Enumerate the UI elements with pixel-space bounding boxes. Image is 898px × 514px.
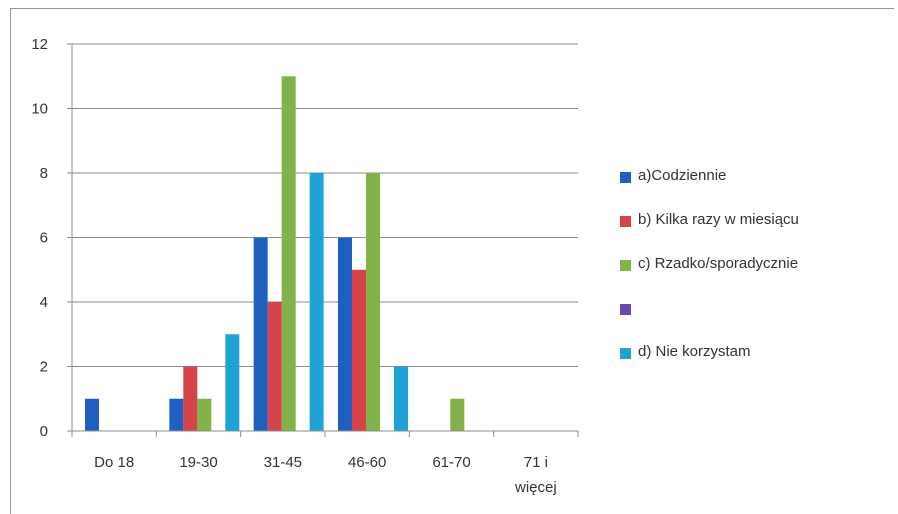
bar bbox=[281, 76, 296, 431]
bar bbox=[183, 366, 198, 431]
y-tick-label: 12 bbox=[31, 36, 48, 53]
x-tick-label: 46-60 bbox=[348, 454, 386, 471]
bar bbox=[197, 398, 212, 431]
legend-swatch bbox=[620, 260, 631, 271]
chart-frame bbox=[10, 8, 894, 514]
bar bbox=[253, 237, 268, 431]
x-tick-label: 61-70 bbox=[432, 454, 470, 471]
bar bbox=[450, 398, 465, 431]
bar bbox=[309, 173, 324, 431]
legend-label: c) Rzadko/sporadycznie bbox=[638, 255, 799, 272]
bars bbox=[85, 76, 465, 431]
bar bbox=[338, 237, 352, 431]
legend-label: a)Codziennie bbox=[638, 167, 727, 184]
y-tick-label: 0 bbox=[40, 423, 48, 440]
bar bbox=[394, 366, 408, 431]
bar bbox=[352, 269, 366, 431]
x-tick-label: 31-45 bbox=[264, 454, 302, 471]
y-tick-label: 4 bbox=[40, 294, 48, 311]
y-tick-labels: 0 2 4 6 8 10 12 bbox=[31, 36, 48, 440]
bar bbox=[366, 173, 380, 431]
y-tick-label: 6 bbox=[40, 230, 48, 247]
y-tick-label: 8 bbox=[40, 165, 48, 182]
x-tick-label: 71 i więcej bbox=[514, 454, 557, 496]
legend-label: d) Nie korzystam bbox=[638, 343, 751, 360]
y-tick-label: 2 bbox=[40, 359, 48, 376]
x-tick-label: 19-30 bbox=[179, 454, 217, 471]
x-tick-label: Do 18 bbox=[94, 454, 134, 471]
bar bbox=[225, 334, 240, 431]
bar bbox=[267, 302, 282, 431]
gridlines bbox=[72, 43, 578, 367]
legend-swatch bbox=[620, 348, 631, 359]
legend-label: b) Kilka razy w miesiącu bbox=[638, 211, 799, 228]
legend-swatch bbox=[620, 216, 631, 227]
x-tick-labels: Do 18 19-30 31-45 46-60 61-70 71 i więcej bbox=[94, 454, 557, 496]
axes bbox=[67, 43, 579, 437]
legend-swatch bbox=[620, 172, 631, 183]
y-tick-label: 10 bbox=[31, 101, 48, 118]
bar bbox=[85, 398, 99, 431]
bar bbox=[169, 398, 184, 431]
legend-swatch bbox=[620, 304, 631, 315]
